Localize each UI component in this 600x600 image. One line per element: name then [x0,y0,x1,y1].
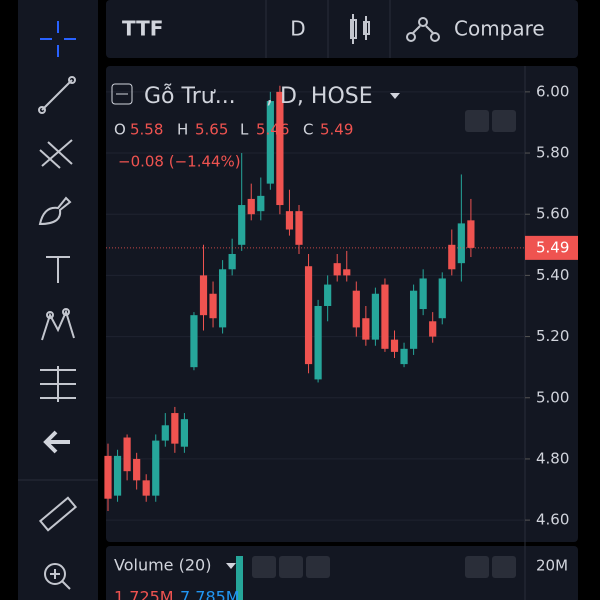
candle-body [190,315,198,368]
candle-body [257,195,265,212]
candle-body [266,101,274,184]
candle-body [419,278,427,310]
candle-body [304,266,313,365]
settings[interactable] [252,556,276,578]
back-arrow[interactable] [43,430,70,454]
volume-value: 1.725M [114,588,174,600]
interval[interactable]: D [290,17,305,41]
y-tick-label: 5.60 [536,205,569,223]
volume-pane [106,546,578,600]
candle-body [228,253,236,270]
candle-body [180,419,188,447]
candle-body [448,244,456,270]
candle-body [362,318,370,340]
fib-tool[interactable] [39,139,73,169]
candle-body [371,293,379,340]
candle-body [247,198,255,215]
candle-body [161,425,169,441]
h-label: H [177,121,188,139]
candle-type-icon[interactable] [350,14,370,44]
candle-body [410,290,418,349]
collapse-button[interactable] [111,83,133,105]
ohlc: O 5.58 H 5.65 L 5.46 C 5.49 −0.08 (−1.44… [114,121,353,171]
volume-ma: 7.785M [180,588,240,600]
candle-body [219,269,227,328]
candle-body [429,321,437,337]
compare-icon[interactable] [406,17,440,42]
price-tag-label: 5.49 [536,238,569,256]
pattern[interactable] [41,308,75,341]
y-tick-label: 6.00 [536,82,569,100]
c-label: C [303,121,313,139]
legend-name: Gỗ Trư... [144,83,236,109]
candle-body [276,91,284,206]
candle-body [381,284,389,349]
measure[interactable] [40,366,76,402]
candle-body [352,290,360,328]
candle-body [438,278,446,319]
candle-body [113,455,122,496]
y-tick-label: 5.80 [536,144,569,162]
brush[interactable] [38,196,72,226]
o-value: 5.58 [130,121,163,139]
ruler[interactable] [38,496,78,532]
text-tool[interactable] [46,256,70,283]
candle-body [238,205,246,245]
volume-bar [236,556,243,600]
volume-title: Volume (20) [114,556,211,575]
candle-body [333,263,341,276]
candle-body [295,211,303,245]
crosshair[interactable] [40,21,76,57]
candle-body [457,223,465,264]
candle-body [285,211,294,230]
h-value: 5.65 [195,121,228,139]
move-both[interactable] [492,556,516,578]
move-both[interactable] [492,110,516,132]
plot: 6.00 5.80 5.60 5.40 5.20 5.00 4.80 4.60 5.49 [104,82,578,529]
top-bar [106,0,578,58]
l-value: 5.46 [256,121,289,139]
candle-body [123,437,131,472]
zoom[interactable] [44,563,71,590]
y-tick-label: 5.00 [536,388,569,406]
candle-body [324,284,332,306]
candle-body [390,339,399,352]
legend-suffix: , D, HOSE [266,84,373,109]
side-toolbar [18,0,98,600]
volume-arrow[interactable] [226,563,236,569]
candle-body [104,455,112,499]
symbol[interactable]: TTF [122,17,163,41]
candle-body [152,440,160,496]
candle-body [314,305,322,380]
y-tick-label: 5.20 [536,327,569,345]
o-label: O [114,121,126,139]
y-tick-label: 4.60 [536,511,569,529]
l-label: L [240,121,249,139]
y-tick-label: 4.80 [536,449,569,467]
trend-line[interactable] [38,76,76,114]
c-value: 5.49 [320,121,353,139]
close[interactable] [306,556,330,578]
candle-body [199,275,208,316]
price-tag [525,235,578,260]
gear[interactable] [279,556,303,578]
candle-body [142,480,150,496]
candle-body [400,348,408,365]
candle-body [343,269,351,276]
compare[interactable]: Compare [454,17,545,41]
volume-axis-label: 20M [536,557,568,575]
y-tick-label: 5.40 [536,266,569,284]
tool-icons [18,21,98,590]
legend-arrow[interactable] [390,93,400,99]
candle-body [171,413,179,444]
chart-pane [106,66,578,542]
change: −0.08 (−1.44%) [118,153,241,171]
move-up[interactable] [465,556,489,578]
candle-body [133,458,141,481]
move-down[interactable] [465,110,489,132]
candle-body [209,293,217,319]
candle-body [467,220,475,248]
